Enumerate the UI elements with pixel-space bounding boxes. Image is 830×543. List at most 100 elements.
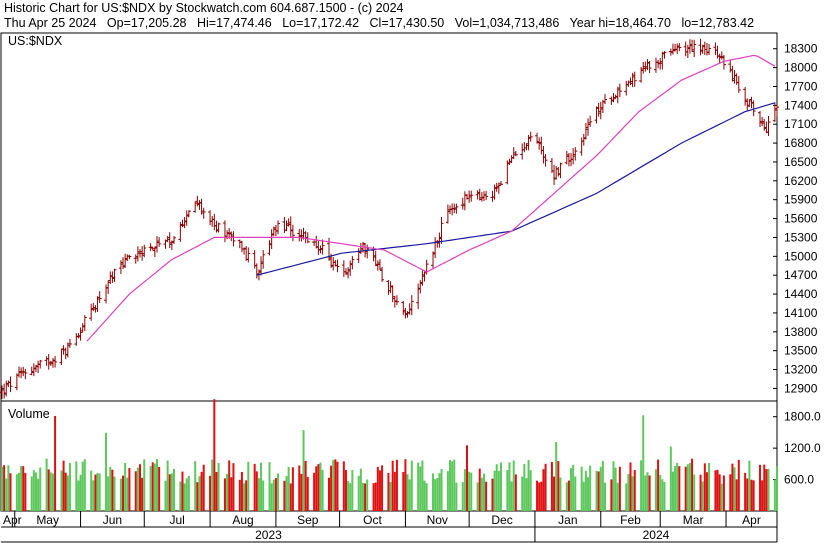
- volume-bar: [438, 473, 441, 511]
- volume-bar: [699, 474, 702, 511]
- volume-bar: [761, 480, 764, 511]
- volume-bar: [642, 415, 645, 511]
- volume-bar: [245, 480, 248, 511]
- volume-bar: [744, 472, 747, 511]
- volume-bar: [688, 463, 691, 511]
- volume-bar: [708, 462, 711, 511]
- month-label: Jun: [103, 513, 122, 527]
- volume-bar: [538, 482, 541, 511]
- volume-bar: [612, 461, 615, 511]
- volume-bar: [128, 468, 131, 511]
- volume-bar: [342, 461, 345, 511]
- header-quote-line: Thu Apr 25 2024 Op=17,205.28 Hi=17,474.4…: [4, 16, 754, 31]
- volume-bar: [77, 480, 80, 511]
- volume-bar: [684, 466, 687, 511]
- volume-bar: [763, 464, 766, 511]
- month-label: Apr: [3, 513, 22, 527]
- volume-bar: [168, 474, 171, 511]
- volume-bar: [767, 468, 770, 511]
- volume-bar: [540, 481, 543, 511]
- volume-bar: [470, 472, 473, 511]
- price-tick-label: 15300: [784, 230, 818, 244]
- volume-bar: [750, 479, 753, 511]
- volume-bar: [463, 469, 466, 511]
- volume-bar: [223, 478, 226, 511]
- volume-bar: [181, 471, 184, 511]
- price-tick-label: 15600: [784, 212, 818, 226]
- volume-bar: [47, 469, 50, 511]
- volume-bar: [735, 479, 738, 511]
- price-tick-label: 17700: [784, 79, 818, 93]
- volume-bar: [151, 462, 154, 511]
- volume-bar: [66, 475, 69, 511]
- volume-bar: [572, 464, 575, 511]
- volume-bar: [149, 466, 152, 511]
- volume-bar: [39, 467, 42, 511]
- volume-bar: [691, 458, 694, 511]
- volume-bar: [514, 474, 517, 511]
- volume-bar: [170, 473, 173, 511]
- volume-bar: [60, 470, 63, 511]
- month-axis: Apr May Jun Jul Aug Sep Oct Nov Dec Jan Feb Mar Apr: [3, 511, 761, 527]
- month-label: Mar: [683, 513, 704, 527]
- volume-bar: [601, 460, 604, 511]
- price-tick-label: 12900: [784, 381, 818, 395]
- volume-bar: [213, 399, 216, 511]
- volume-bar: [30, 476, 33, 511]
- volume-bar: [466, 445, 468, 511]
- volume-bar: [228, 460, 231, 511]
- volume-bar: [659, 474, 662, 511]
- volume-bar: [722, 475, 725, 511]
- volume-bar: [361, 482, 364, 511]
- volume-bar: [94, 474, 97, 511]
- quote-year-low: lo=12,783.42: [681, 16, 755, 30]
- volume-bar: [597, 471, 600, 511]
- volume-bar: [319, 462, 322, 511]
- volume-tick-label: 1200.0: [784, 441, 821, 455]
- month-label: Jul: [169, 513, 184, 527]
- volume-bar: [285, 476, 288, 511]
- volume-bar: [111, 469, 114, 511]
- volume-bar: [417, 462, 420, 511]
- volume-bar: [610, 479, 613, 511]
- month-label: Dec: [491, 513, 512, 527]
- volume-bar: [5, 478, 8, 511]
- volume-bar: [703, 463, 706, 511]
- volume-bar: [243, 483, 246, 511]
- volume-bar: [480, 477, 483, 511]
- volume-bar: [425, 483, 428, 511]
- volume-bar: [287, 466, 290, 511]
- volume-bar: [83, 459, 86, 511]
- volume-bar: [640, 460, 643, 511]
- volume-bar: [141, 477, 144, 511]
- volume-bar: [432, 473, 435, 511]
- price-tick-label: 14100: [784, 306, 818, 320]
- volume-bar: [631, 476, 634, 511]
- volume-bar: [90, 470, 93, 511]
- volume-bar: [508, 462, 511, 511]
- volume-bar: [22, 466, 25, 511]
- volume-bar: [109, 466, 112, 511]
- volume-bar: [776, 466, 778, 511]
- volume-bar: [542, 469, 545, 511]
- volume-bars: [1, 399, 778, 511]
- volume-bar: [334, 459, 337, 511]
- volume-bar: [701, 481, 704, 511]
- volume-bar: [374, 482, 377, 511]
- volume-bar: [153, 463, 156, 511]
- volume-bar: [589, 465, 592, 511]
- volume-bar: [527, 460, 530, 511]
- volume-bar: [669, 446, 672, 511]
- volume-bar: [376, 466, 379, 511]
- volume-bar: [232, 463, 235, 511]
- volume-bar: [485, 481, 488, 511]
- volume-bar: [404, 459, 407, 511]
- volume-bar: [461, 482, 464, 511]
- volume-bar: [198, 476, 201, 511]
- volume-bar: [406, 474, 409, 511]
- volume-bar: [217, 462, 220, 511]
- volume-bar: [729, 474, 732, 511]
- volume-bar: [306, 476, 309, 511]
- volume-bar: [92, 480, 95, 511]
- volume-bar: [32, 470, 35, 511]
